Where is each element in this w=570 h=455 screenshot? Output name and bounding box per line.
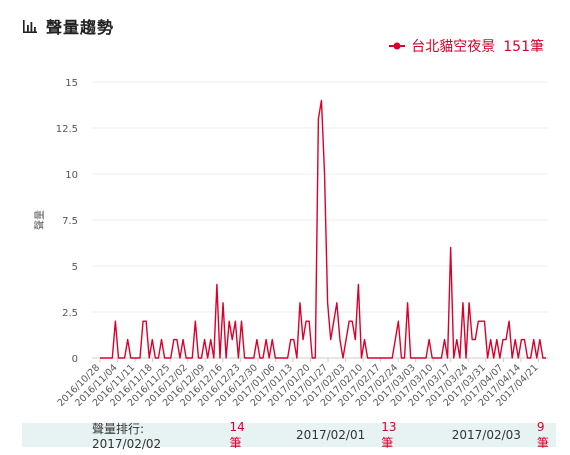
bar-chart-icon [23, 20, 37, 33]
legend-line-marker-icon [389, 42, 406, 50]
ranking-label: 聲量排行: 2017/02/02 [92, 421, 162, 451]
ranking-count-1: 14筆 [229, 419, 245, 450]
ranking-date-2: 2017/02/01 [296, 428, 366, 442]
chart-legend[interactable]: 台北貓空夜景 151筆 [389, 36, 544, 56]
line-chart: 02.557.51012.515聲量2016/10/282016/11/0420… [33, 78, 548, 409]
ranking-count-3: 9筆 [536, 419, 549, 450]
y-tick-label: 0 [72, 354, 78, 365]
legend-series-name: 台北貓空夜景 [411, 39, 496, 55]
y-tick-label: 2.5 [62, 308, 78, 319]
series-line [100, 99, 546, 359]
y-tick-label: 10 [65, 170, 78, 181]
y-tick-label: 5 [72, 262, 78, 273]
chart-title: 聲量趨勢 [46, 18, 115, 37]
legend-series-count: 151筆 [503, 39, 544, 55]
chart-header: 聲量趨勢 [22, 14, 114, 38]
ranking-date-3: 2017/02/03 [451, 428, 521, 442]
y-tick-label: 12.5 [56, 124, 78, 135]
ranking-count-2: 13筆 [381, 419, 397, 450]
y-tick-label: 7.5 [62, 216, 78, 227]
ranking-footer: 聲量排行: 2017/02/02 14筆 2017/02/01 13筆 2017… [22, 420, 556, 451]
y-axis-label: 聲量 [33, 210, 46, 230]
y-tick-label: 15 [65, 78, 78, 89]
